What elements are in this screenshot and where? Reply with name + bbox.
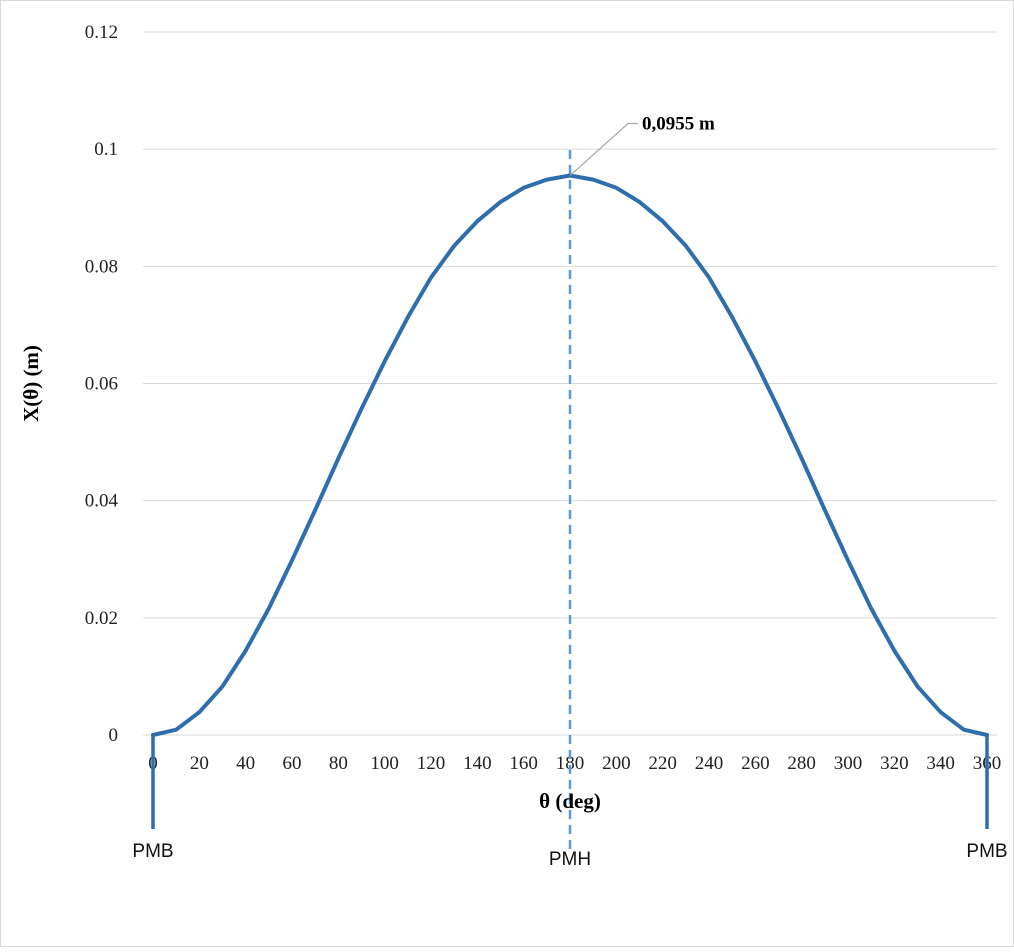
position-markers: PMB PMH PMB	[132, 735, 1008, 870]
y-tick-label: 0.04	[85, 491, 119, 512]
data-point	[522, 186, 526, 190]
annotation-layer: 0,0955 m	[569, 114, 715, 176]
x-tick-label: 100	[370, 753, 399, 774]
x-tick-label: 200	[602, 753, 631, 774]
y-tick-label: 0.1	[94, 139, 118, 160]
data-point	[290, 558, 294, 562]
data-point	[383, 359, 387, 363]
y-tick-label: 0.06	[85, 374, 118, 395]
data-point	[406, 315, 410, 319]
y-tick-label: 0.08	[85, 256, 118, 277]
data-point	[475, 219, 479, 223]
data-point	[360, 407, 363, 411]
position-marker-label: PMH	[549, 849, 591, 870]
data-point	[452, 244, 456, 248]
x-axis-title: θ (deg)	[539, 789, 601, 813]
annotation-label: 0,0955 m	[642, 114, 715, 135]
x-tick-label: 240	[695, 753, 724, 774]
data-point	[197, 710, 201, 714]
y-tick-labels: 0 0.02 0.04 0.06 0.08 0.1 0.12	[85, 22, 119, 746]
annotation-leader	[569, 122, 638, 176]
x-tick-label: 80	[329, 753, 348, 774]
position-marker-label: PMB	[966, 841, 1007, 862]
x-tick-label: 300	[834, 753, 863, 774]
data-point	[684, 244, 688, 248]
x-tick-label: 260	[741, 753, 770, 774]
x-tick-label: 60	[283, 753, 302, 774]
data-point	[846, 558, 850, 562]
y-tick-label: 0.12	[85, 22, 118, 43]
data-point	[730, 315, 734, 319]
y-axis-title: X(θ) (m)	[19, 345, 43, 422]
data-point	[962, 728, 966, 732]
data-point	[429, 275, 433, 279]
x-tick-label: 160	[509, 753, 538, 774]
data-point	[267, 606, 271, 610]
data-point	[614, 186, 618, 190]
y-tick-label: 0	[109, 725, 119, 746]
data-point	[707, 275, 711, 279]
position-marker-label: PMB	[132, 841, 173, 862]
x-tick-label: 220	[648, 753, 677, 774]
x-tick-label: 280	[787, 753, 816, 774]
data-point	[336, 456, 340, 460]
data-point	[313, 508, 317, 512]
data-point	[800, 456, 804, 460]
data-point	[174, 728, 178, 732]
data-point	[777, 407, 780, 411]
x-tick-label: 40	[236, 753, 255, 774]
x-tick-label: 340	[926, 753, 955, 774]
data-point	[221, 684, 224, 688]
data-point	[244, 649, 248, 653]
data-point	[823, 508, 827, 512]
x-tick-label: 120	[417, 753, 446, 774]
data-point	[939, 710, 943, 714]
y-tick-label: 0.02	[85, 608, 118, 629]
data-point	[869, 606, 873, 610]
x-tick-label: 180	[556, 753, 585, 774]
data-point	[591, 178, 595, 182]
data-point	[753, 359, 757, 363]
grid-lines	[143, 31, 997, 736]
x-tick-label: 140	[463, 753, 492, 774]
data-point	[499, 200, 502, 204]
x-tick-label: 20	[190, 753, 209, 774]
data-point	[661, 219, 665, 223]
data-point	[545, 178, 549, 182]
data-point	[916, 684, 919, 688]
data-point	[892, 649, 896, 653]
x-tick-label: 320	[880, 753, 909, 774]
data-point	[638, 200, 641, 204]
